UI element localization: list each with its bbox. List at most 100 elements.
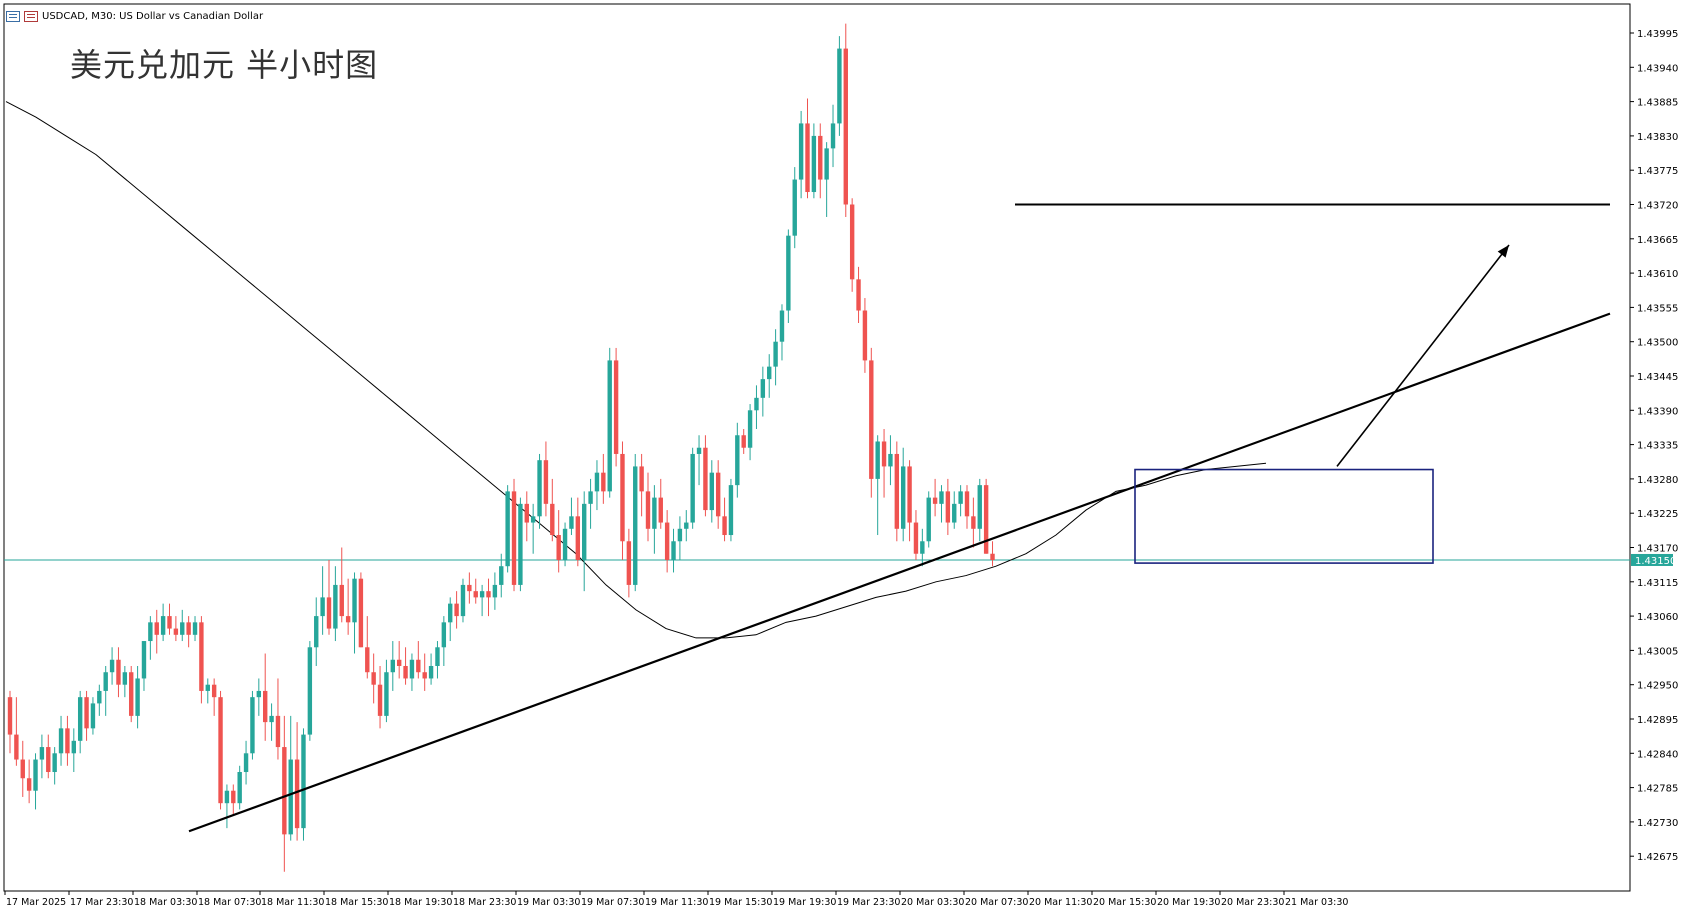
- candle-bearish: [856, 266, 861, 323]
- projection-arrow-head: [1497, 245, 1509, 258]
- candle-bearish: [454, 591, 459, 629]
- candle-body: [556, 535, 561, 560]
- candle-bullish: [824, 142, 829, 217]
- candle-body: [811, 135, 817, 193]
- candle-bullish: [773, 329, 778, 386]
- candle-body: [320, 597, 325, 617]
- x-tick-label: 20 Mar 15:30: [1093, 897, 1156, 908]
- candle-body: [71, 740, 76, 754]
- candle-body: [205, 684, 210, 691]
- candle-bullish: [888, 435, 893, 486]
- candle-bearish: [639, 453, 644, 517]
- candle-body: [269, 715, 274, 723]
- candle-bullish: [256, 678, 262, 716]
- projection-arrow-shaft: [1336, 244, 1510, 467]
- candle-body: [983, 485, 989, 554]
- candle-body: [869, 360, 874, 479]
- candle-body: [103, 672, 108, 691]
- x-tick-label: 20 Mar 07:30: [965, 897, 1028, 908]
- candle-bullish: [920, 528, 925, 567]
- candle-bearish: [84, 690, 89, 741]
- candle-body: [460, 584, 466, 617]
- candle-bullish: [562, 522, 568, 567]
- candle-body: [881, 441, 887, 467]
- y-tick-label: 1.43335: [1637, 441, 1678, 452]
- candle-body: [231, 790, 236, 804]
- candle-bullish: [569, 497, 574, 536]
- candle-bullish: [90, 697, 96, 735]
- candle-body: [671, 541, 676, 560]
- candle-body: [990, 553, 995, 560]
- candle-body: [288, 759, 293, 835]
- candle-body: [116, 659, 121, 685]
- candle-bearish: [486, 578, 491, 617]
- x-tick-label: 18 Mar 07:30: [198, 897, 261, 908]
- candle-body: [875, 441, 880, 479]
- candle-body: [307, 647, 313, 735]
- candle-bearish: [849, 198, 855, 292]
- candle-bearish: [358, 572, 364, 648]
- candle-bullish: [243, 740, 249, 785]
- candle-body: [977, 485, 982, 529]
- candle-body: [409, 659, 415, 679]
- candles: [7, 23, 995, 872]
- candle-bearish: [645, 472, 651, 542]
- candle-body: [65, 728, 70, 754]
- symbol-info: USDCAD, M30: US Dollar vs Canadian Dolla…: [42, 10, 264, 22]
- candle-bearish: [907, 460, 912, 542]
- candle-bullish: [633, 453, 638, 592]
- candle-body: [505, 491, 510, 567]
- candle-bullish: [122, 665, 128, 698]
- candle-bullish: [594, 460, 600, 511]
- candle-body: [550, 503, 555, 536]
- candle-bearish: [818, 123, 823, 199]
- candle-bullish: [224, 784, 230, 829]
- candle-body: [856, 279, 861, 311]
- current-price-label: 1.43150: [1635, 556, 1676, 567]
- candle-bullish: [518, 497, 523, 592]
- candle-body: [824, 148, 829, 180]
- candle-bearish: [129, 665, 134, 723]
- candle-body: [371, 672, 376, 685]
- candle-bullish: [269, 703, 274, 741]
- x-tick-label: 19 Mar 03:30: [517, 897, 580, 908]
- candle-bearish: [154, 609, 159, 654]
- candle-bearish: [543, 441, 549, 517]
- candle-bearish: [945, 478, 951, 536]
- candle-bullish: [958, 485, 963, 517]
- candle-body: [747, 410, 753, 448]
- candle-body: [301, 734, 306, 829]
- x-tick-label: 18 Mar 11:30: [261, 897, 324, 908]
- candle-bullish: [448, 597, 453, 642]
- candle-body: [52, 753, 57, 773]
- consolidation-box: [1134, 468, 1434, 564]
- candle-body: [888, 453, 893, 467]
- candle-body: [282, 747, 287, 835]
- candle-bullish: [671, 528, 676, 573]
- candle-body: [907, 466, 912, 523]
- y-tick-label: 1.43500: [1637, 338, 1678, 349]
- candle-bearish: [862, 298, 868, 373]
- candle-body: [109, 659, 115, 673]
- candle-body: [690, 453, 695, 523]
- candle-body: [33, 759, 38, 791]
- chart-window-icon[interactable]: [6, 10, 20, 22]
- y-tick-label: 1.43885: [1637, 98, 1678, 109]
- x-tick-label: 18 Mar 15:30: [325, 897, 388, 908]
- candle-body: [129, 672, 134, 716]
- candle-body: [607, 360, 612, 492]
- candle-body: [454, 603, 459, 617]
- moving-average: [5, 101, 1267, 639]
- candle-bearish: [403, 647, 408, 685]
- chart-settings-icon[interactable]: [24, 10, 38, 22]
- candle-body: [588, 491, 593, 504]
- candle-bullish: [192, 616, 198, 642]
- candle-bullish: [409, 653, 415, 691]
- candle-bullish: [728, 478, 734, 542]
- candle-body: [403, 665, 408, 679]
- candle-bearish: [913, 510, 919, 560]
- candle-bearish: [396, 641, 402, 679]
- candle-bullish: [530, 503, 536, 554]
- candle-body: [499, 566, 504, 585]
